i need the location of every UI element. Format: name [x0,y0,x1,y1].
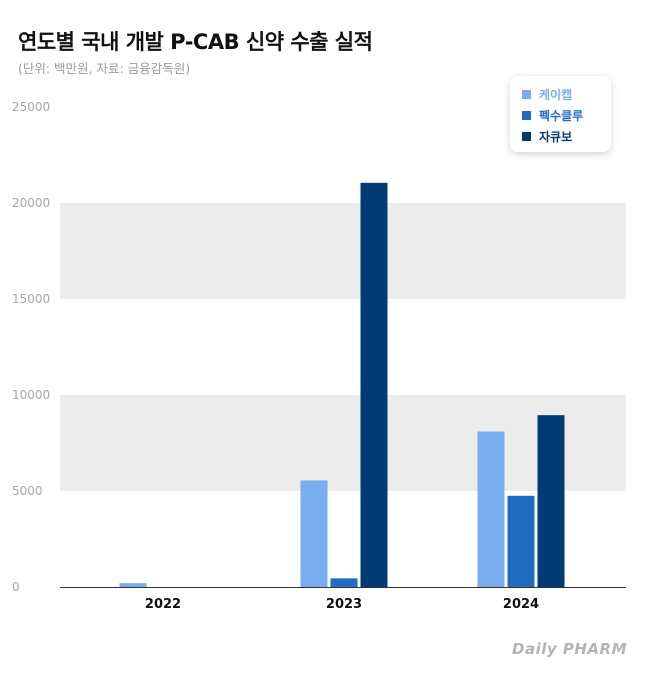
chart-title: 연도별 국내 개발 P-CAB 신약 수출 실적 [18,30,373,54]
legend-swatch-2 [522,111,531,120]
x-tick-label: 2022 [145,597,181,612]
y-tick-label: 5000 [12,484,43,498]
legend-swatch-1 [522,90,531,99]
legend: 케이캡 펙수클루 자큐보 [510,76,611,152]
bar-2024-series-2 [507,495,535,587]
y-tick-label: 25000 [12,100,50,114]
bar-2024-series-1 [477,431,505,587]
grid-band [60,395,626,491]
y-tick-label: 10000 [12,388,50,402]
bar-2024-series-3 [537,415,565,587]
y-tick-label: 20000 [12,196,50,210]
y-tick-label: 15000 [12,292,50,306]
x-tick-label: 2024 [503,597,539,612]
legend-item-3: 자큐보 [522,128,572,145]
legend-label-3: 자큐보 [539,130,573,144]
legend-swatch-3 [522,132,531,141]
x-tick-label: 2023 [326,597,362,612]
bar-2023-series-2 [330,578,358,587]
legend-item-1: 케이캡 [522,86,572,103]
bar-2023-series-3 [360,182,388,587]
grid-band [60,203,626,299]
chart-subtitle: (단위: 백만원, 자료: 금융감독원) [18,61,191,76]
legend-label-2: 펙수클루 [539,109,584,123]
daily-pharm-logo: Daily PHARM [512,640,627,658]
legend-label-1: 케이캡 [539,88,573,102]
legend-item-2: 펙수클루 [522,107,583,124]
y-tick-label: 0 [12,580,20,594]
bar-2023-series-1 [300,480,328,587]
bar-2022-series-1 [119,583,147,587]
